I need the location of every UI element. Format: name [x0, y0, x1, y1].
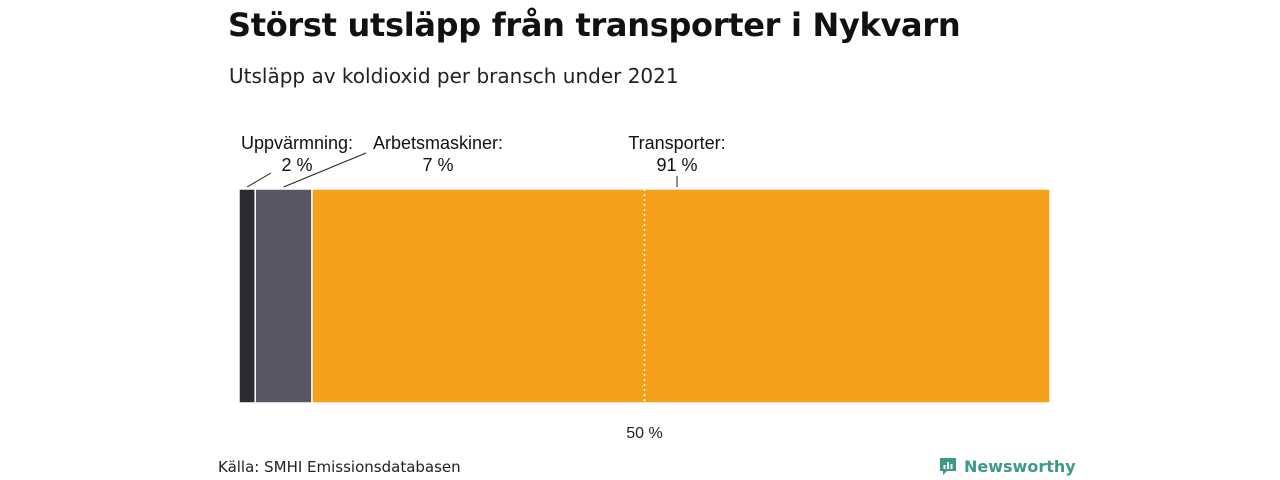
segment-value-label-1: 2 %: [281, 155, 312, 175]
reference-line-label: 50 %: [626, 425, 662, 442]
chart-subtitle: Utsläpp av koldioxid per bransch under 2…: [229, 64, 679, 88]
bar-segment-1: [238, 188, 256, 404]
segment-value-label-2: 7 %: [422, 155, 453, 175]
bar-segment-2: [254, 188, 313, 404]
newsworthy-logo-icon: [940, 458, 956, 475]
leader-lines: [246, 152, 678, 188]
segment-labels: Uppvärmning:2 % Arbetsmaskiner:7 % Transpo…: [241, 133, 726, 175]
brand-name: Newsworthy: [964, 456, 1076, 476]
segment-name-label-2: Arbetsmaskiner:: [373, 133, 503, 153]
brand-logo: Newsworthy: [938, 456, 1076, 476]
segment-name-label-3: Transporter:: [628, 133, 725, 153]
source-note: Källa: SMHI Emissionsdatabasen: [218, 458, 461, 476]
leader-line-1: [246, 172, 272, 188]
segment-name-label-1: Uppvärmning:: [241, 133, 353, 153]
segment-value-label-3: 91 %: [656, 155, 697, 175]
bar-segment-3: [311, 188, 1051, 404]
stacked-bar-chart: Uppvärmning:2 % Arbetsmaskiner:7 % Transpo…: [238, 133, 1051, 442]
bar-segments: [238, 188, 1051, 404]
chart-title: Störst utsläpp från transporter i Nykvar…: [228, 6, 961, 44]
leader-line-2: [283, 152, 367, 188]
